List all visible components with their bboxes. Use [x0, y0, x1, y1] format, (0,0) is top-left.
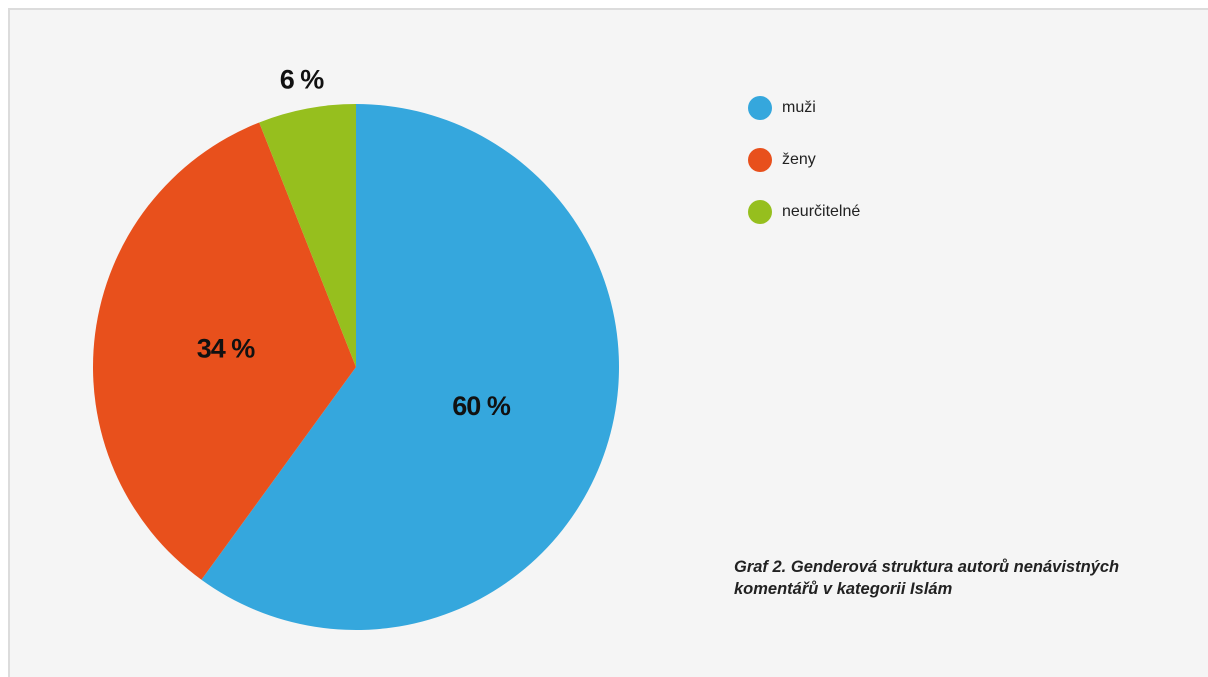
legend-label: ženy	[782, 151, 816, 168]
legend-label: neurčitelné	[782, 203, 860, 220]
legend-label: muži	[782, 99, 816, 116]
legend-swatch	[748, 148, 772, 172]
pie-slice	[201, 104, 619, 630]
pie-slice	[259, 104, 356, 367]
legend-swatch	[748, 96, 772, 120]
chart-title: Graf 2. Genderová struktura autorů nenáv…	[734, 558, 1120, 598]
data-label: 34 %	[197, 334, 256, 364]
data-label: 6 %	[280, 64, 325, 94]
data-label: 60 %	[452, 391, 511, 421]
pie-slice	[92, 122, 357, 580]
legend-swatch	[748, 200, 772, 224]
